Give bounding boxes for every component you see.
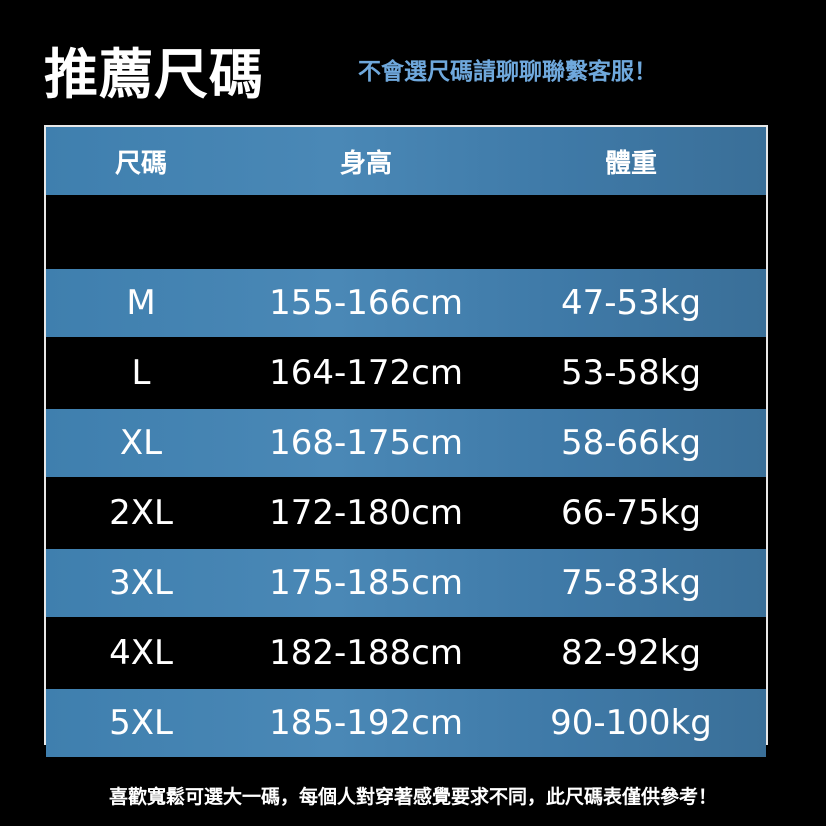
cell-weight: 75-83kg [560,563,702,603]
header-height: 身高 [339,148,392,179]
cell-height: 182-188cm [269,633,463,673]
cell-weight: 90-100kg [550,703,712,743]
table-row: 5XL 185-192cm 90-100kg [46,689,766,757]
header-weight: 體重 [604,148,657,179]
table-row: XL 168-175cm 58-66kg [46,409,766,477]
blank-row [46,195,766,267]
cell-weight: 82-92kg [560,633,702,673]
cell-weight: 47-53kg [560,283,702,323]
table-row: M 155-166cm 47-53kg [46,269,766,337]
table-row: 2XL 172-180cm 66-75kg [46,479,766,547]
contact-note: 不會選尺碼請聊聊聯繫客服！ [358,59,657,85]
table-row: 3XL 175-185cm 75-83kg [46,549,766,617]
cell-size: XL [119,423,163,463]
cell-size: 4XL [109,633,173,673]
table-header: 尺碼 身高 體重 [46,127,766,195]
footer-note: 喜歡寬鬆可選大一碼，每個人對穿著感覺要求不同，此尺碼表僅供參考！ [108,786,717,808]
cell-size: M [126,283,156,323]
cell-size: 3XL [109,563,173,603]
cell-size: 2XL [109,493,173,533]
cell-height: 155-166cm [269,283,463,323]
size-table: 尺碼 身高 體重 M 155-166cm 47-53kg L 164-172cm 53-5… [44,125,768,757]
header-size: 尺碼 [114,148,167,179]
page-title: 推薦尺碼 [44,43,264,106]
cell-weight: 66-75kg [560,493,702,533]
cell-size: L [131,353,151,393]
cell-weight: 58-66kg [560,423,702,463]
cell-height: 175-185cm [269,563,463,603]
cell-height: 185-192cm [269,703,463,743]
cell-height: 168-175cm [269,423,463,463]
cell-size: 5XL [109,703,173,743]
table-row: 4XL 182-188cm 82-92kg [46,619,766,687]
cell-height: 164-172cm [269,353,463,393]
cell-height: 172-180cm [269,493,463,533]
table-row: L 164-172cm 53-58kg [46,339,766,407]
cell-weight: 53-58kg [560,353,702,393]
